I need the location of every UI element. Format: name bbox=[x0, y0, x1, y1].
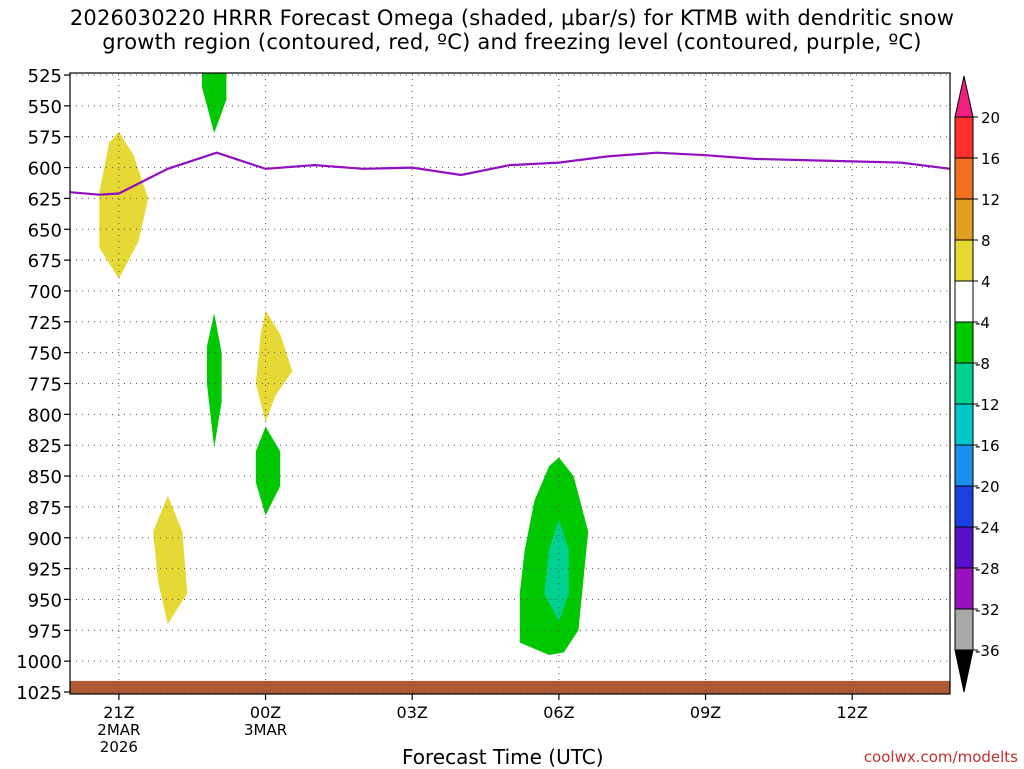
y-tick-label: 950 bbox=[28, 590, 62, 611]
colorbar-label: -8 bbox=[975, 355, 990, 373]
y-tick-label: 975 bbox=[28, 621, 62, 642]
colorbar-label: 4 bbox=[981, 273, 991, 291]
y-tick-label: 625 bbox=[28, 189, 62, 210]
title-line-2: growth region (contoured, red, ºC) and f… bbox=[102, 30, 922, 54]
y-tick-label: 1000 bbox=[16, 652, 62, 673]
omega-region-3 bbox=[202, 72, 227, 133]
x-tick-label: 2MAR bbox=[97, 721, 140, 739]
freezing-level-line bbox=[69, 151, 951, 196]
colorbar-segment bbox=[954, 567, 974, 610]
colorbar-segment bbox=[954, 157, 974, 200]
x-tick-label: 2026 bbox=[100, 738, 138, 756]
y-tick-label: 925 bbox=[28, 560, 62, 581]
x-tick-label: 21Z bbox=[103, 703, 134, 722]
y-tick-label: 875 bbox=[28, 498, 62, 519]
y-tick-label: 900 bbox=[28, 529, 62, 550]
y-tick-label: 800 bbox=[28, 405, 62, 426]
omega-region-1 bbox=[255, 310, 293, 422]
y-tick-label: 1025 bbox=[16, 683, 62, 704]
colorbar-segment bbox=[954, 444, 974, 487]
colorbar-label: -28 bbox=[975, 560, 1000, 578]
omega-region-4 bbox=[206, 313, 222, 448]
x-tick-label: 06Z bbox=[543, 703, 574, 722]
omega-region-2 bbox=[153, 495, 188, 625]
terrain-fill bbox=[70, 680, 950, 694]
colorbar-label: -12 bbox=[975, 396, 1000, 414]
colorbar-segment bbox=[954, 239, 974, 282]
colorbar-label: -4 bbox=[975, 314, 990, 332]
colorbar-segment bbox=[954, 403, 974, 446]
chart-title: 2026030220 HRRR Forecast Omega (shaded, … bbox=[0, 6, 1024, 54]
colorbar-segment bbox=[954, 280, 974, 323]
colorbar-bottom-arrow bbox=[954, 649, 974, 693]
colorbar-segment bbox=[954, 198, 974, 241]
y-tick-label: 525 bbox=[28, 66, 62, 87]
colorbar-label: 8 bbox=[981, 232, 991, 250]
y-tick-label: 725 bbox=[28, 313, 62, 334]
colorbar-label: 12 bbox=[981, 191, 1000, 209]
colorbar-top-arrow bbox=[954, 75, 974, 118]
omega-region-7 bbox=[544, 519, 569, 622]
colorbar-segment bbox=[954, 321, 974, 364]
y-tick-label: 700 bbox=[28, 282, 62, 303]
colorbar-segment bbox=[954, 608, 974, 651]
y-tick-label: 850 bbox=[28, 467, 62, 488]
y-tick-label: 775 bbox=[28, 375, 62, 396]
x-axis-title: Forecast Time (UTC) bbox=[402, 745, 604, 769]
colorbar-label: 20 bbox=[981, 109, 1000, 127]
x-tick-label: 09Z bbox=[690, 703, 721, 722]
watermark: coolwx.com/modelts bbox=[863, 748, 1018, 766]
colorbar-label: -32 bbox=[975, 601, 1000, 619]
omega-region-0 bbox=[99, 131, 149, 279]
y-tick-label: 575 bbox=[28, 128, 62, 149]
y-tick-label: 675 bbox=[28, 251, 62, 272]
colorbar-segment bbox=[954, 485, 974, 528]
colorbar-label: -20 bbox=[975, 478, 1000, 496]
colorbar-segment bbox=[954, 526, 974, 569]
colorbar-label: 16 bbox=[981, 150, 1000, 168]
y-tick-label: 750 bbox=[28, 344, 62, 365]
colorbar-label: -24 bbox=[975, 519, 1000, 537]
x-tick-label: 12Z bbox=[837, 703, 868, 722]
y-tick-label: 825 bbox=[28, 436, 62, 457]
colorbar-segment bbox=[954, 116, 974, 159]
y-tick-label: 600 bbox=[28, 159, 62, 180]
y-tick-label: 550 bbox=[28, 97, 62, 118]
colorbar-segment bbox=[954, 362, 974, 405]
title-line-1: 2026030220 HRRR Forecast Omega (shaded, … bbox=[69, 6, 955, 30]
colorbar-label: -36 bbox=[975, 642, 1000, 660]
x-tick-label: 03Z bbox=[397, 703, 428, 722]
x-tick-label: 3MAR bbox=[244, 721, 287, 739]
y-tick-label: 650 bbox=[28, 220, 62, 241]
colorbar-label: -16 bbox=[975, 437, 1000, 455]
omega-region-5 bbox=[255, 426, 281, 516]
x-tick-label: 00Z bbox=[250, 703, 281, 722]
